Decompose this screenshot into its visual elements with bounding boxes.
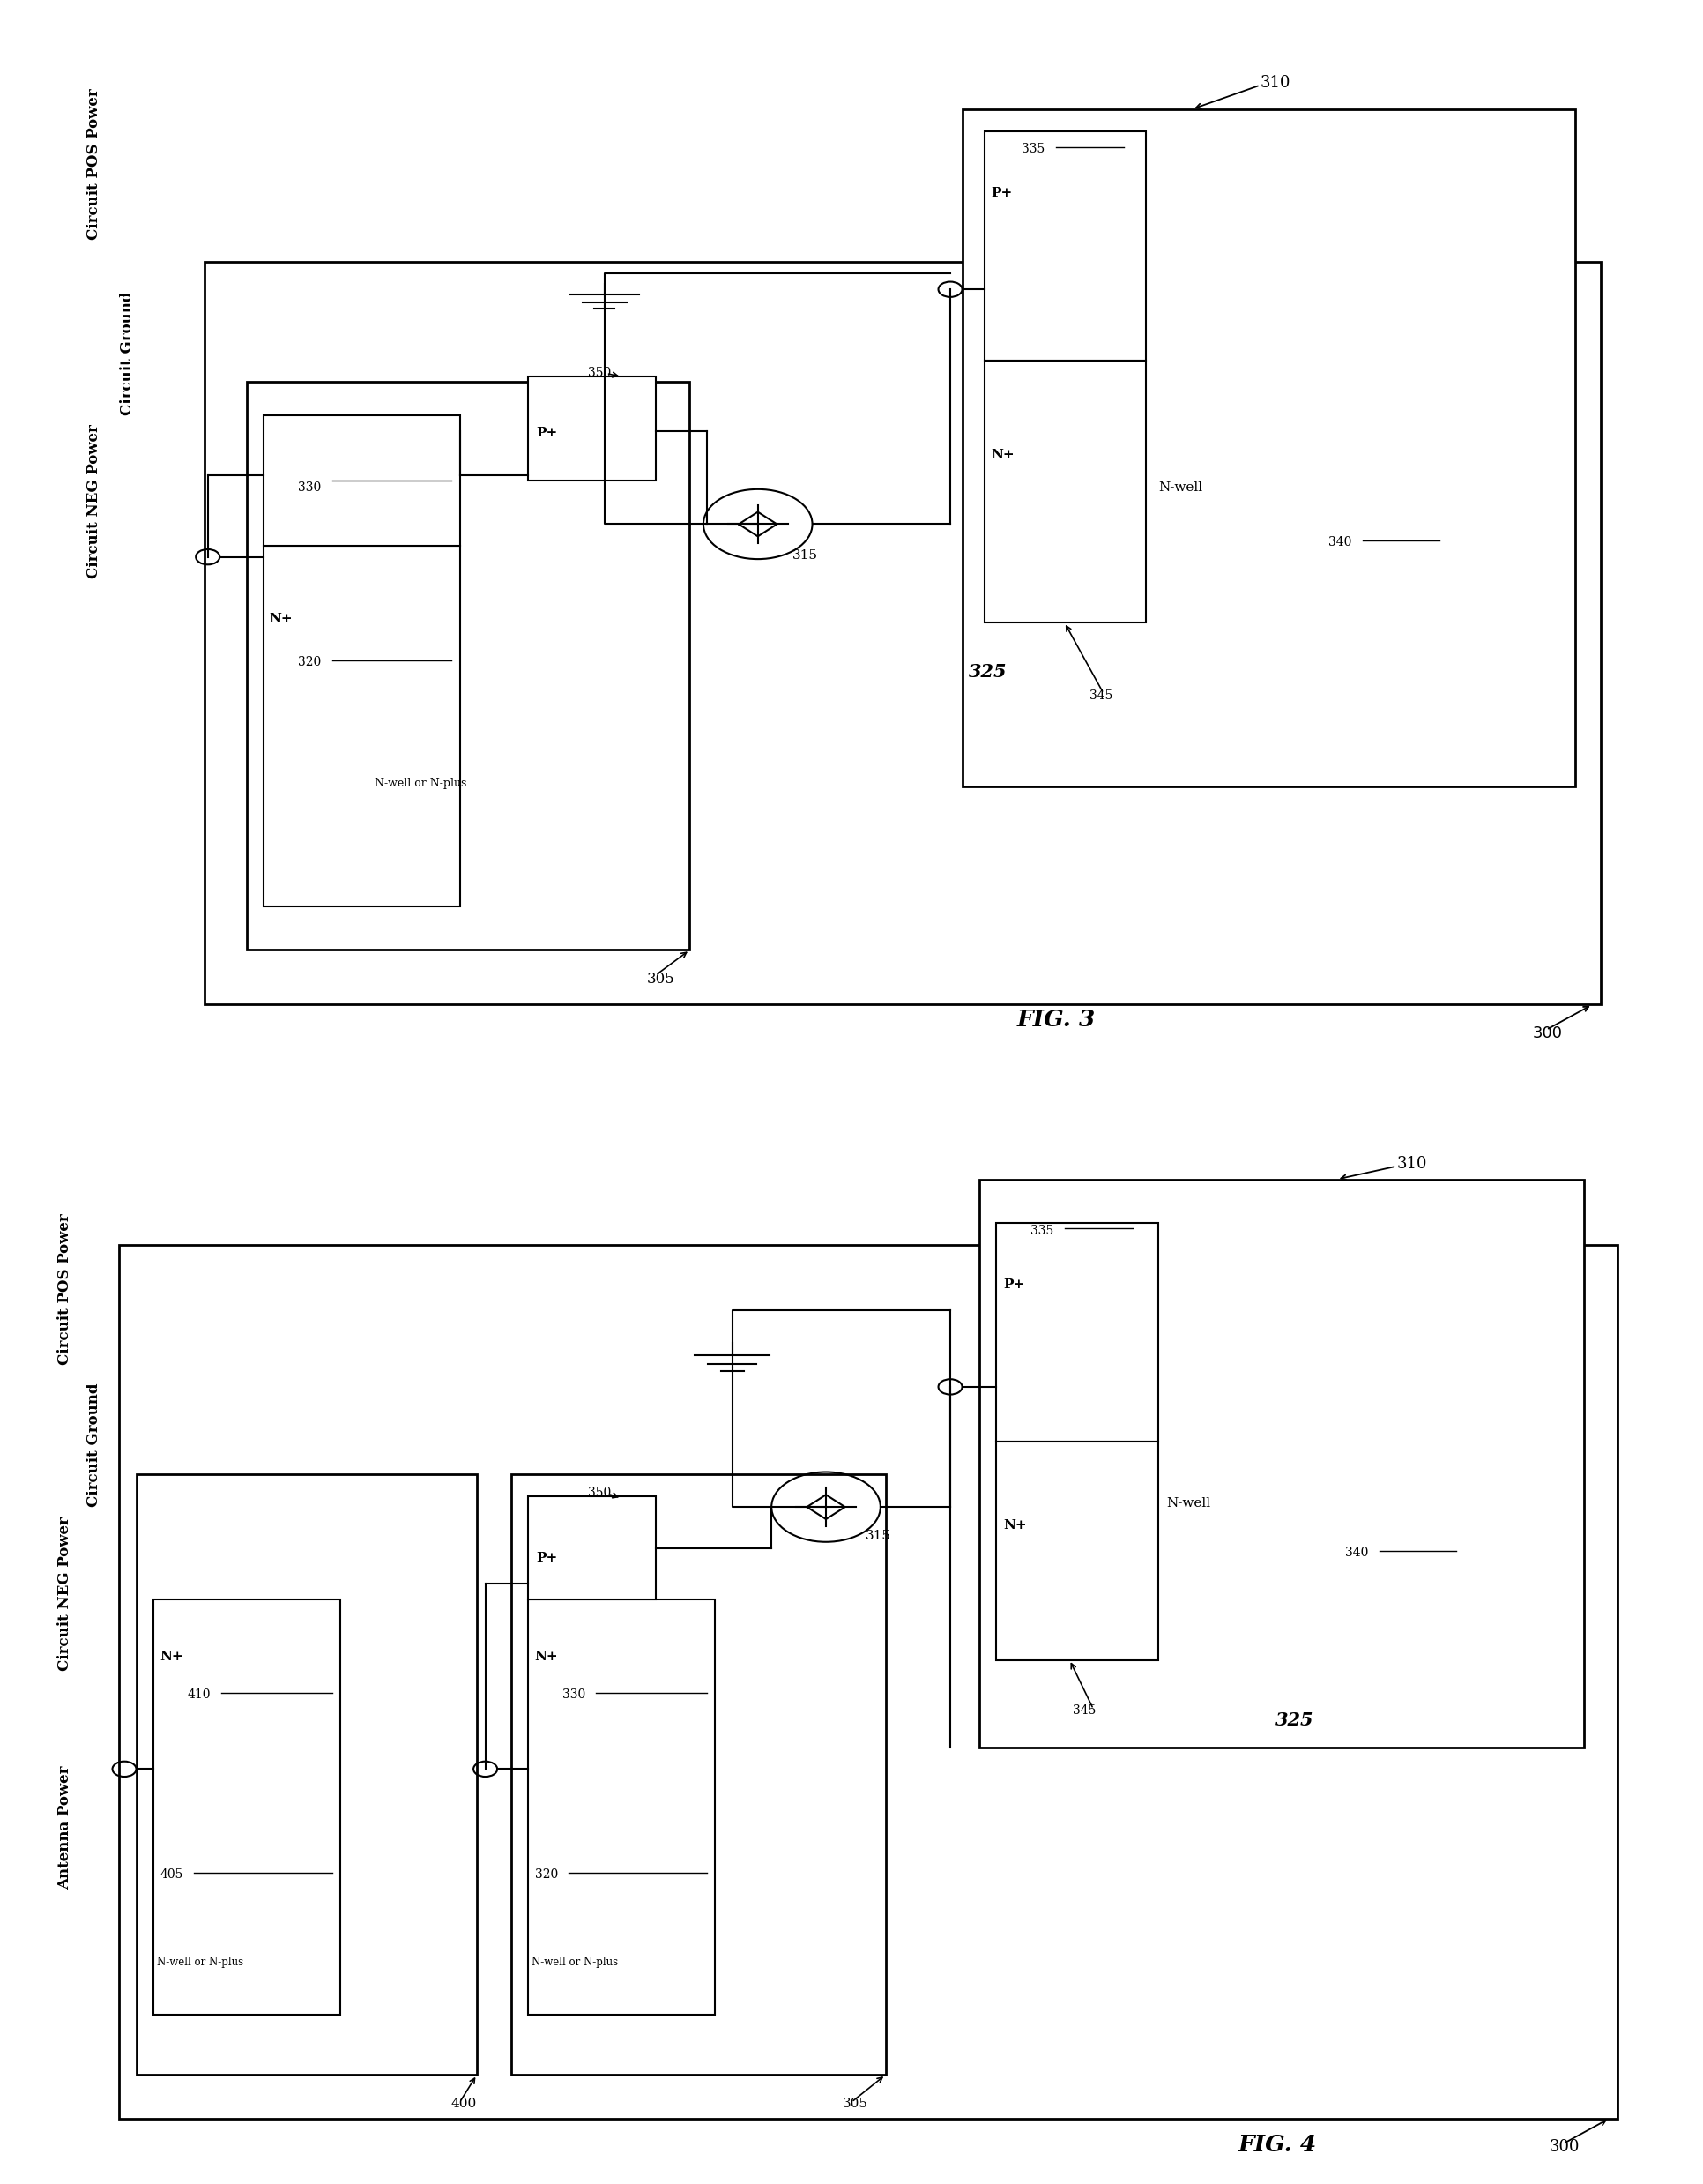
Text: N+: N+ xyxy=(1003,1520,1027,1531)
Text: N-well or N-plus: N-well or N-plus xyxy=(157,1957,244,1968)
Text: Antenna Power: Antenna Power xyxy=(58,1765,72,1889)
Text: 310: 310 xyxy=(1396,1155,1427,1173)
Text: 320: 320 xyxy=(535,1870,559,1880)
Text: Circuit POS Power: Circuit POS Power xyxy=(58,1214,72,1365)
Bar xyxy=(247,382,690,950)
Text: 335: 335 xyxy=(1022,144,1046,155)
Text: N-well: N-well xyxy=(1167,1498,1211,1509)
Text: 305: 305 xyxy=(647,972,674,987)
Bar xyxy=(984,131,1146,360)
Text: Circuit POS Power: Circuit POS Power xyxy=(87,90,100,240)
Text: FIG. 3: FIG. 3 xyxy=(1017,1009,1095,1031)
Text: N-well or N-plus: N-well or N-plus xyxy=(531,1957,618,1968)
Text: FIG. 4: FIG. 4 xyxy=(1238,2134,1316,2156)
Text: 345: 345 xyxy=(1073,1706,1097,1717)
Bar xyxy=(996,1441,1158,1660)
Text: 335: 335 xyxy=(1030,1225,1054,1236)
Bar xyxy=(984,360,1146,622)
Bar xyxy=(119,1245,1618,2118)
Text: 405: 405 xyxy=(160,1870,184,1880)
Text: Circuit NEG Power: Circuit NEG Power xyxy=(87,424,100,579)
Bar xyxy=(528,1599,715,2014)
Text: 315: 315 xyxy=(865,1531,891,1542)
Text: 300: 300 xyxy=(1533,1024,1563,1042)
Bar xyxy=(979,1179,1584,1747)
Text: Circuit Ground: Circuit Ground xyxy=(87,1382,100,1507)
Bar xyxy=(996,1223,1158,1441)
Text: N+: N+ xyxy=(269,614,293,625)
Text: 400: 400 xyxy=(451,2099,477,2110)
Text: P+: P+ xyxy=(991,188,1013,199)
Bar xyxy=(264,415,460,546)
Text: 310: 310 xyxy=(1260,74,1291,92)
Bar xyxy=(264,546,460,906)
Bar xyxy=(136,1474,477,2075)
Bar xyxy=(153,1599,341,2014)
Text: 340: 340 xyxy=(1328,537,1352,548)
Text: 345: 345 xyxy=(1090,690,1114,701)
Text: 325: 325 xyxy=(969,664,1006,681)
Text: 305: 305 xyxy=(843,2099,869,2110)
Text: N+: N+ xyxy=(160,1651,184,1662)
Text: N+: N+ xyxy=(535,1651,559,1662)
Text: 340: 340 xyxy=(1345,1546,1369,1559)
Bar xyxy=(511,1474,886,2075)
Text: 300: 300 xyxy=(1550,2138,1580,2156)
Bar xyxy=(528,1496,656,1599)
Bar xyxy=(962,109,1575,786)
Text: N-well or N-plus: N-well or N-plus xyxy=(375,778,467,788)
Text: P+: P+ xyxy=(536,428,559,439)
Text: 350: 350 xyxy=(588,367,611,380)
Bar xyxy=(528,378,656,480)
Text: 410: 410 xyxy=(187,1688,211,1701)
Text: 330: 330 xyxy=(562,1688,586,1701)
Text: 325: 325 xyxy=(1276,1712,1313,1730)
Bar xyxy=(204,262,1601,1005)
Text: P+: P+ xyxy=(1003,1280,1025,1291)
Text: 320: 320 xyxy=(298,657,322,668)
Text: N+: N+ xyxy=(991,450,1015,461)
Text: 330: 330 xyxy=(298,483,322,494)
Text: Circuit NEG Power: Circuit NEG Power xyxy=(58,1516,72,1671)
Text: N-well: N-well xyxy=(1158,483,1202,494)
Text: 315: 315 xyxy=(792,550,817,561)
Text: Circuit Ground: Circuit Ground xyxy=(121,290,135,415)
Text: 350: 350 xyxy=(588,1487,611,1498)
Text: P+: P+ xyxy=(536,1553,559,1564)
